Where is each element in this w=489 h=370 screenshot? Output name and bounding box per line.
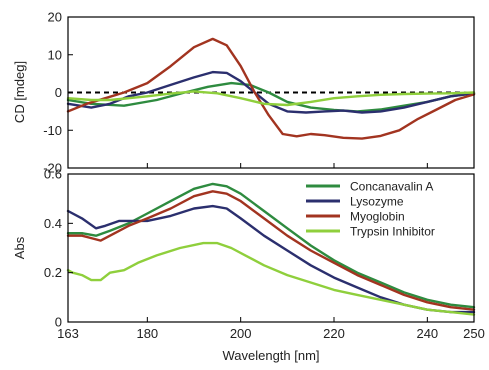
cd-y-axis-title: CD [mdeg] xyxy=(12,61,27,123)
cd-series-trypsin-inhibitor xyxy=(66,90,476,107)
y-tick-label: 0.2 xyxy=(44,265,62,280)
y-tick-label: 0 xyxy=(55,315,62,330)
abs-series-myoglobin xyxy=(66,190,476,311)
cd-series-concanavalin-a xyxy=(66,81,476,113)
abs-plot-area xyxy=(66,182,476,316)
abs-x-ticks: 163 180 200 220 240 250 xyxy=(57,317,485,341)
y-tick-label: 10 xyxy=(48,47,62,62)
cd-x-tick-marks xyxy=(67,163,475,168)
abs-plot-frame xyxy=(67,173,475,323)
abs-series-trypsin-inhibitor xyxy=(66,241,476,316)
y-tick-label: 0.4 xyxy=(44,216,62,231)
y-tick-label: 0 xyxy=(55,85,62,100)
y-tick-label: 0.6 xyxy=(44,167,62,182)
x-axis-title: Wavelength [nm] xyxy=(222,348,319,363)
y-tick-label: -20 xyxy=(43,161,62,176)
y-tick-label: 20 xyxy=(48,10,62,25)
cd-panel: 20 10 0 -10 -20 CD [mdeg] xyxy=(12,10,476,176)
x-tick-label: 200 xyxy=(230,326,252,341)
abs-panel: 0.6 0.4 0.2 0 163 180 200 220 240 250 Abs Wavele… xyxy=(12,167,485,364)
abs-y-axis-title: Abs xyxy=(12,236,27,259)
abs-y-ticks: 0.6 0.4 0.2 0 xyxy=(44,167,73,330)
x-tick-label: 163 xyxy=(57,326,79,341)
x-tick-label: 250 xyxy=(463,326,485,341)
legend-label-concanavalin-a: Concanavalin A xyxy=(350,180,433,194)
legend-label-trypsin-inhibitor: Trypsin Inhibitor xyxy=(350,225,435,239)
cd-series-lysozyme xyxy=(66,70,476,114)
cd-series-myoglobin xyxy=(66,37,476,140)
abs-series-concanavalin-a xyxy=(66,182,476,309)
cd-y-ticks: 20 10 0 -10 -20 xyxy=(43,10,73,176)
abs-series-lysozyme xyxy=(66,204,476,314)
y-tick-label: -10 xyxy=(43,123,62,138)
legend-label-myoglobin: Myoglobin xyxy=(350,210,405,224)
x-tick-label: 180 xyxy=(136,326,158,341)
x-tick-label: 240 xyxy=(416,326,438,341)
legend-label-lysozyme: Lysozyme xyxy=(350,195,404,209)
cd-plot-area xyxy=(66,37,476,140)
x-tick-label: 220 xyxy=(323,326,345,341)
